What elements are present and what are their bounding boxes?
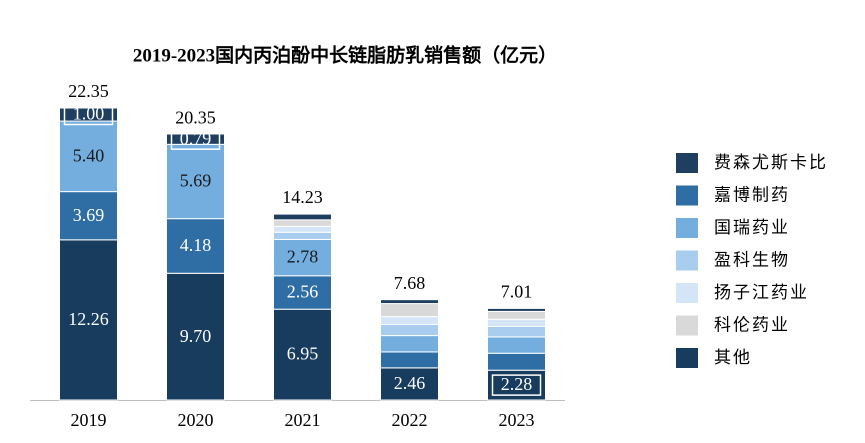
bar-segment	[380, 303, 439, 318]
bar-segment	[380, 367, 439, 401]
total-label: 7.01	[501, 282, 533, 302]
label-box	[170, 128, 221, 150]
x-tick-label: 2021	[285, 410, 321, 430]
value-label: 2.28	[501, 374, 533, 394]
value-label: 2.56	[287, 282, 319, 302]
legend-swatch	[676, 250, 698, 271]
x-tick-label: 2020	[178, 410, 214, 430]
value-label: 2.46	[394, 373, 426, 393]
legend-swatch	[676, 153, 698, 173]
total-label: 22.35	[68, 81, 109, 101]
total-label: 14.23	[282, 187, 323, 207]
label-box	[491, 374, 542, 396]
legend-label: 科伦药业	[714, 315, 790, 334]
bar-segment	[166, 133, 225, 145]
value-label: 1.00	[73, 104, 105, 124]
legend-swatch	[676, 315, 698, 336]
bar-segment	[487, 336, 546, 354]
total-label: 20.35	[175, 107, 216, 127]
legend-swatch	[676, 283, 698, 303]
bar-segment	[166, 218, 225, 274]
bar-segment	[487, 307, 546, 312]
label-box	[63, 103, 114, 126]
legend-label: 扬子江药业	[714, 283, 809, 302]
bar-segment	[273, 213, 332, 221]
bar-segment	[273, 275, 332, 310]
x-tick-label: 2019	[71, 410, 107, 430]
legend-label: 嘉博制药	[714, 185, 790, 204]
legend-label: 费森尤斯卡比	[714, 153, 828, 172]
bar-segment	[273, 231, 332, 240]
bar-segment	[380, 299, 439, 305]
x-tick-label: 2022	[392, 410, 428, 430]
bar-segment	[166, 272, 225, 401]
value-label: 5.40	[73, 145, 105, 165]
bar-segment	[273, 308, 332, 401]
bar-segment	[487, 325, 546, 338]
bar-segment	[59, 191, 118, 241]
bar-segment	[273, 225, 332, 233]
bar-segment	[487, 318, 546, 327]
value-label: 2.78	[287, 247, 319, 267]
bar-segment	[59, 107, 118, 122]
bar-segment	[380, 351, 439, 369]
bar-segment	[380, 323, 439, 337]
bar-segment	[380, 335, 439, 353]
legend-label: 国瑞药业	[714, 218, 790, 237]
value-label: 0.79	[180, 128, 212, 148]
bar-segment	[166, 143, 225, 220]
legend-label: 其他	[714, 348, 752, 367]
bar-segment	[380, 316, 439, 325]
value-label: 9.70	[180, 326, 212, 346]
value-label: 5.69	[180, 171, 212, 191]
bar-segment	[487, 310, 546, 320]
legend-label: 盈科生物	[714, 250, 790, 269]
legend-swatch	[676, 218, 698, 238]
value-label: 3.69	[73, 205, 105, 225]
bar-segment	[273, 219, 332, 227]
value-label: 12.26	[68, 309, 109, 329]
legend-swatch	[676, 185, 698, 206]
chart-title: 2019-2023国内丙泊酚中长链脂肪乳销售额（亿元）	[133, 43, 557, 66]
bar-segment	[59, 239, 118, 401]
legend-swatch	[676, 348, 698, 368]
total-label: 7.68	[394, 273, 426, 293]
value-label: 4.18	[180, 235, 212, 255]
x-tick-label: 2023	[499, 410, 535, 430]
bar-segment	[487, 352, 546, 371]
value-label: 6.95	[287, 344, 319, 364]
